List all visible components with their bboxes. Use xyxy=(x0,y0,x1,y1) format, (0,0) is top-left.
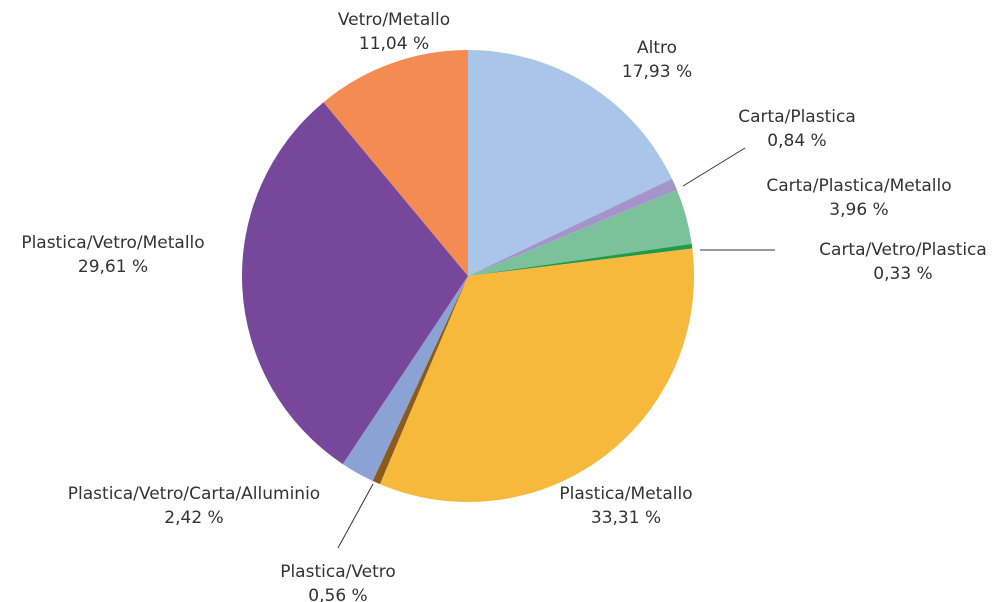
slice-value-plastica-vetro-carta-alluminio: 2,42 % xyxy=(164,508,223,528)
pie-slice-plastica-vetro xyxy=(372,276,468,485)
slice-value-altro: 17,93 % xyxy=(622,62,692,82)
slice-value-plastica-vetro: 0,56 % xyxy=(308,586,367,602)
pie-slice-carta-plastica xyxy=(468,178,677,276)
slice-label-plastica-vetro-metallo: Plastica/Vetro/Metallo xyxy=(21,233,204,253)
slice-label-vetro-metallo: Vetro/Metallo xyxy=(338,10,450,30)
leader-line-plastica-vetro xyxy=(337,483,374,549)
slice-label-altro: Altro xyxy=(637,38,677,58)
slice-value-carta-plastica-metallo: 3,96 % xyxy=(829,200,888,220)
pie-slice-altro xyxy=(468,49,673,276)
slice-value-plastica-metallo: 33,31 % xyxy=(591,508,661,528)
leader-lines xyxy=(337,147,775,549)
slice-label-plastica-metallo: Plastica/Metallo xyxy=(559,484,692,504)
slice-value-carta-vetro-plastica: 0,33 % xyxy=(873,264,932,284)
slice-value-carta-plastica: 0,84 % xyxy=(767,131,826,151)
pie-slice-plastica-metallo xyxy=(379,248,694,503)
pie-slice-carta-plastica-metallo xyxy=(468,189,692,276)
pie-slice-vetro-metallo xyxy=(323,50,468,276)
slice-label-carta-plastica: Carta/Plastica xyxy=(738,107,856,127)
pie-slice-carta-vetro-plastica xyxy=(468,243,693,276)
pie-slices xyxy=(242,49,694,503)
pie-slice-plastica-vetro-carta-alluminio xyxy=(342,276,468,481)
leader-line-carta-plastica xyxy=(682,147,746,187)
slice-label-carta-plastica-metallo: Carta/Plastica/Metallo xyxy=(766,176,951,196)
slice-labels: Altro 17,93 % Carta/Plastica 0,84 % Carta/Pl… xyxy=(21,10,987,602)
slice-value-plastica-vetro-metallo: 29,61 % xyxy=(78,257,148,277)
slice-label-carta-vetro-plastica: Carta/Vetro/Plastica xyxy=(819,240,987,260)
slice-value-vetro-metallo: 11,04 % xyxy=(359,34,429,54)
slice-label-plastica-vetro: Plastica/Vetro xyxy=(280,562,396,582)
pie-slice-plastica-vetro-metallo xyxy=(242,102,468,465)
slice-label-plastica-vetro-carta-alluminio: Plastica/Vetro/Carta/Alluminio xyxy=(68,484,320,504)
